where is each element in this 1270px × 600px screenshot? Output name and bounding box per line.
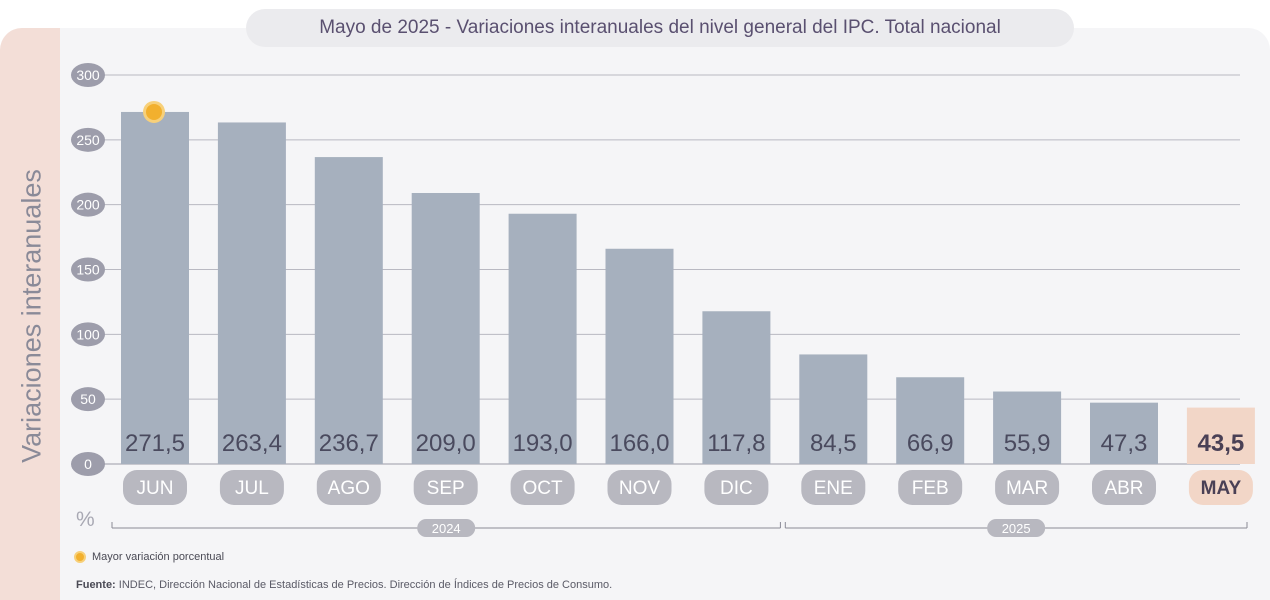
left-accent-band [0, 28, 60, 600]
y-tick-badge [71, 192, 105, 217]
bar-value-label: 55,9 [1004, 430, 1051, 457]
bar [1186, 407, 1255, 464]
bar-value-label: 263,4 [222, 430, 282, 457]
x-tick-label: SEP [427, 478, 465, 499]
bar-value-label: 166,0 [609, 430, 669, 457]
x-tick-pill [704, 470, 769, 505]
bar [605, 248, 674, 464]
x-tick-pill [607, 470, 672, 505]
x-tick-pill [510, 470, 575, 505]
x-tick-pill [898, 470, 963, 505]
x-tick-pill [995, 470, 1060, 505]
bar [799, 354, 868, 464]
x-tick-label: FEB [912, 478, 949, 499]
y-tick-label: 200 [76, 197, 100, 213]
x-tick-label: MAR [1006, 478, 1048, 499]
x-tick-label: OCT [523, 478, 564, 499]
bar [508, 213, 577, 464]
bar-value-label: 84,5 [810, 430, 857, 457]
y-tick-label: 300 [76, 67, 100, 83]
title-prefix: Mayo de 2025 - [319, 17, 457, 38]
x-tick-label: NOV [619, 478, 661, 499]
x-tick-pill [219, 470, 284, 505]
year-pill [987, 519, 1046, 537]
y-tick-label: 150 [76, 262, 100, 278]
bar [993, 391, 1062, 464]
source-note: Fuente: INDEC, Dirección Nacional de Est… [76, 579, 612, 591]
x-tick-pill [316, 470, 381, 505]
year-label: 2025 [1002, 521, 1031, 536]
x-tick-pill [801, 470, 866, 505]
bar-value-label: 209,0 [416, 430, 476, 457]
title-main: Variaciones interanuales del nivel gener… [456, 17, 1001, 38]
y-tick-badge [71, 63, 105, 87]
source-label: Fuente: [76, 579, 116, 591]
bar-value-label: 117,8 [707, 430, 765, 457]
y-tick-badge [71, 127, 105, 152]
y-tick-badge [71, 452, 105, 476]
y-tick-label: 0 [84, 456, 92, 472]
y-tick-label: 250 [76, 132, 100, 148]
source-text: INDEC, Dirección Nacional de Estadística… [115, 579, 613, 591]
x-tick-label: AGO [328, 478, 370, 499]
x-tick-label: ABR [1104, 478, 1143, 499]
legend-text: Mayor variación porcentual [92, 551, 225, 563]
x-tick-label: JUN [137, 478, 174, 499]
x-tick-pill [123, 470, 187, 505]
y-unit-label: % [76, 508, 95, 531]
bar [314, 157, 383, 465]
y-tick-label: 50 [80, 391, 96, 407]
bar-value-label: 193,0 [513, 430, 573, 457]
year-pill [417, 519, 476, 537]
bar-value-label: 43,5 [1198, 430, 1245, 457]
y-tick-label: 100 [76, 326, 100, 342]
bar [217, 122, 286, 464]
chart-title: Mayo de 2025 - Variaciones interanuales … [246, 9, 1074, 47]
y-tick-badge [71, 387, 105, 412]
x-tick-label: ENE [814, 478, 853, 499]
bar-value-label: 47,3 [1101, 430, 1148, 457]
x-tick-label: JUL [235, 478, 269, 499]
bar [1090, 402, 1158, 464]
y-tick-badge [71, 322, 105, 347]
bar-value-label: 271,5 [125, 430, 185, 457]
bar [896, 377, 965, 464]
x-tick-pill [413, 470, 478, 505]
bar [702, 311, 771, 464]
legend: Mayor variación porcentual [74, 551, 224, 563]
x-tick-pill [1092, 470, 1156, 505]
bar-value-label: 66,9 [907, 430, 954, 457]
x-tick-label: MAY [1201, 478, 1242, 499]
bar [121, 111, 189, 464]
x-tick-pill [1188, 470, 1253, 505]
bar-value-label: 236,7 [319, 430, 379, 457]
y-tick-badge [71, 257, 105, 282]
x-tick-label: DIC [720, 478, 753, 499]
max-marker [146, 103, 162, 120]
bar [411, 192, 480, 464]
max-marker-legend-icon [74, 551, 86, 563]
year-label: 2024 [432, 521, 461, 536]
